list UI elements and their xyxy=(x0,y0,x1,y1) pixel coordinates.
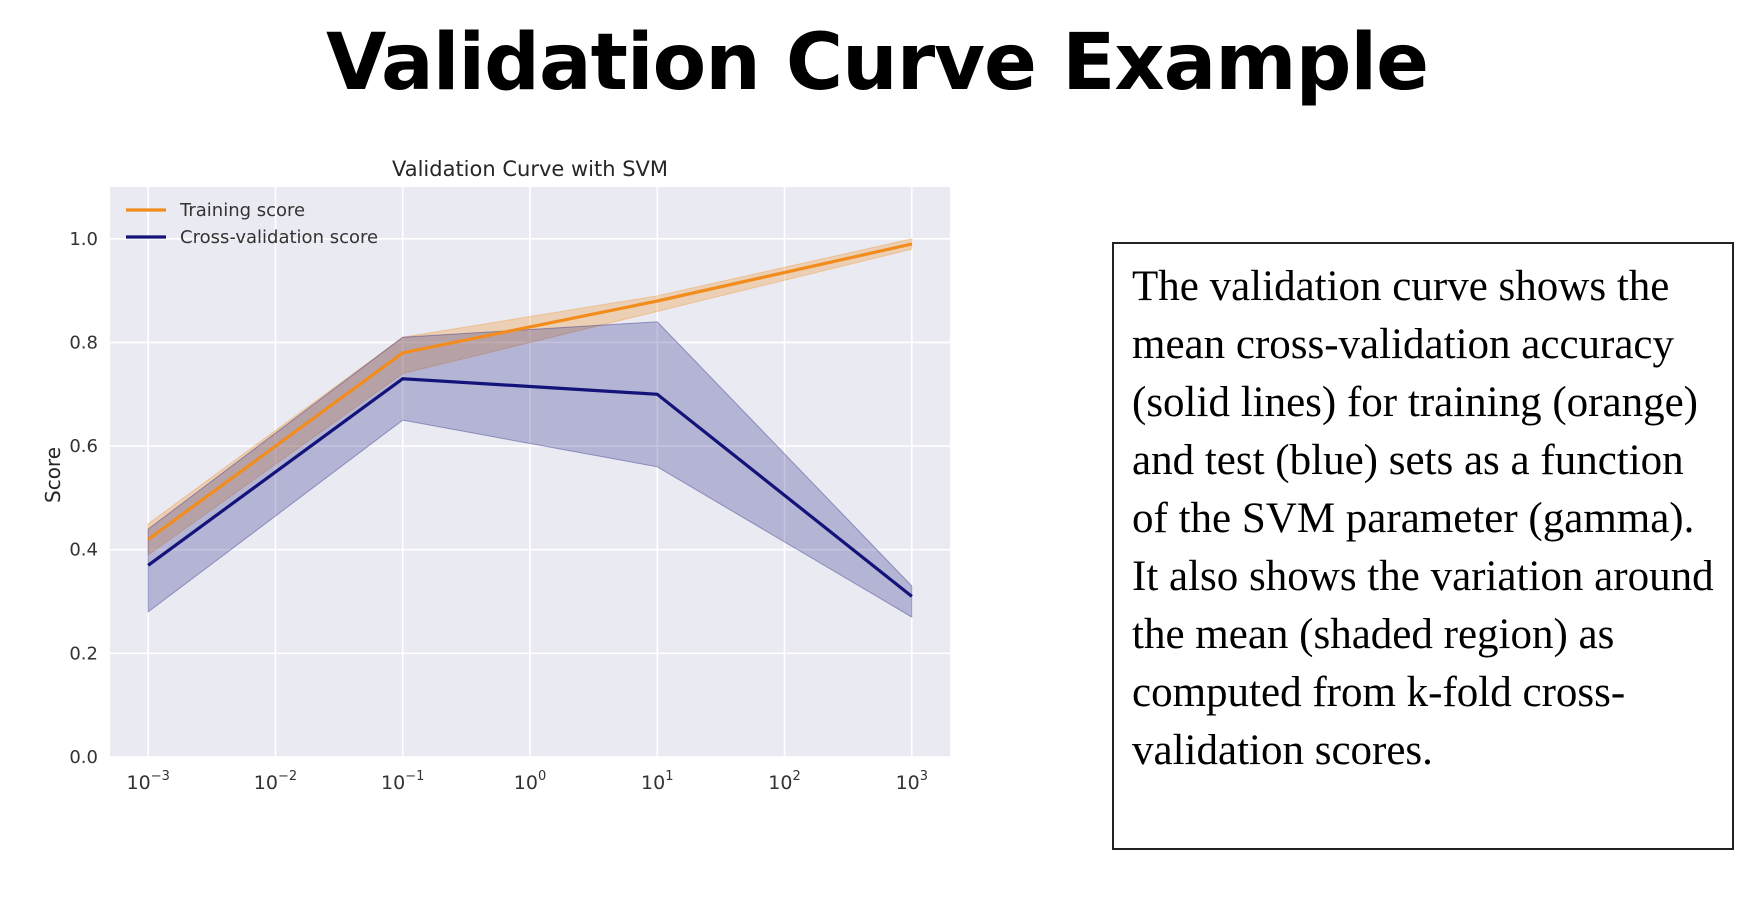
slide-title: Validation Curve Example xyxy=(325,18,1429,108)
y-tick-label: 0.6 xyxy=(69,436,98,457)
x-tick-label: 100 xyxy=(514,769,546,794)
grid-lines xyxy=(110,187,950,758)
chart-title: Validation Curve with SVM xyxy=(392,160,668,181)
x-tick-label: 101 xyxy=(641,769,673,794)
validation-curve-chart: Validation Curve with SVM 0.0 0.2 0.4 0.6 0.… xyxy=(30,160,1090,900)
legend: Training score Cross-validation score xyxy=(126,200,378,248)
x-tick-label: 10−1 xyxy=(381,769,424,794)
y-tick-label: 0.4 xyxy=(69,540,98,561)
chart-svg: Validation Curve with SVM 0.00.20.40.60.… xyxy=(41,160,950,794)
x-tick-label: 102 xyxy=(768,769,800,794)
training-score-band xyxy=(147,238,913,556)
y-tick-label: 0.2 xyxy=(69,643,98,664)
cross-validation-score-line xyxy=(147,377,913,598)
legend-label-cross-validation: Cross-validation score xyxy=(180,227,378,248)
legend-label-training: Training score xyxy=(179,200,305,221)
y-tick-label: 0.8 xyxy=(69,332,98,353)
description-box: The validation curve shows the mean cros… xyxy=(1112,242,1734,850)
x-tick-label: 103 xyxy=(896,769,928,794)
x-tick-labels: 10−3 10−2 10−1 100 101 102 103 xyxy=(127,769,929,794)
cross-validation-score-band xyxy=(147,321,913,618)
x-tick-label: 10−3 xyxy=(127,769,170,794)
series-lines xyxy=(147,242,913,598)
confidence-bands xyxy=(147,238,913,618)
y-tick-label: 1.0 xyxy=(69,229,98,250)
y-axis-label: Score xyxy=(41,447,65,503)
y-tick-labels: 0.0 0.2 0.4 0.6 0.8 1.0 xyxy=(69,229,98,768)
y-tick-label: 0.0 xyxy=(69,747,98,768)
description-text: The validation curve shows the mean cros… xyxy=(1132,263,1714,774)
training-score-line xyxy=(147,242,913,541)
x-tick-label: 10−2 xyxy=(254,769,297,794)
